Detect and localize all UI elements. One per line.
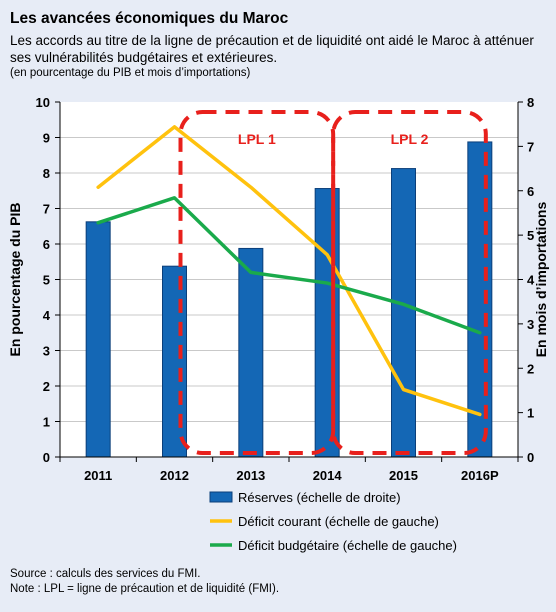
right-tick-label: 5	[527, 228, 534, 243]
right-tick-label: 3	[527, 317, 534, 332]
source-text: Source : calculs des services du FMI.	[10, 568, 201, 580]
left-tick-label: 4	[43, 308, 51, 323]
bar-reserves	[238, 247, 264, 458]
unit-note: (en pourcentage du PIB et mois d’importa…	[10, 67, 251, 79]
left-tick-label: 8	[43, 166, 50, 181]
left-axis-title: En pourcentage du PIB	[7, 202, 23, 356]
right-tick-label: 2	[527, 361, 534, 376]
left-tick-label: 2	[43, 379, 50, 394]
chart-subtitle: Les accords au titre de la ligne de préc…	[10, 33, 534, 65]
x-tick-label: 2014	[313, 468, 343, 483]
right-axis-title: En mois d’importations	[533, 202, 549, 358]
x-tick-label: 2016P	[461, 468, 499, 483]
bar-reserves	[467, 141, 493, 458]
legend-label: Déficit budgétaire (échelle de gauche)	[238, 538, 457, 553]
left-tick-label: 5	[43, 273, 50, 288]
left-tick-label: 3	[43, 344, 50, 359]
chart-title: Les avancées économiques du Maroc	[10, 10, 289, 27]
left-tick-label: 7	[43, 202, 50, 217]
right-tick-label: 8	[527, 95, 534, 110]
bar-reserves	[391, 168, 416, 458]
legend-swatch-reserves	[209, 491, 233, 503]
left-tick-label: 9	[43, 131, 50, 146]
right-tick-label: 0	[527, 450, 534, 465]
x-tick-label: 2013	[236, 468, 265, 483]
annotation-box-2	[331, 110, 488, 455]
annotation-label-2: LPL 2	[391, 131, 429, 147]
right-tick-label: 7	[527, 139, 534, 154]
left-tick-label: 10	[36, 95, 50, 110]
legend-label: Déficit courant (échelle de gauche)	[238, 514, 439, 529]
right-tick-label: 6	[527, 184, 534, 199]
x-tick-label: 2011	[84, 468, 112, 483]
left-tick-label: 6	[43, 237, 50, 252]
annotation-box-1	[178, 110, 336, 455]
right-tick-label: 1	[527, 406, 534, 421]
legend-label: Réserves (échelle de droite)	[238, 490, 401, 505]
annotation-label-1: LPL 1	[238, 131, 276, 147]
bar-reserves	[162, 265, 187, 458]
line-current-account-deficit	[96, 125, 482, 417]
bar-reserves	[314, 188, 340, 458]
right-tick-label: 4	[527, 273, 535, 288]
left-tick-label: 0	[43, 450, 50, 465]
left-tick-label: 1	[43, 415, 50, 430]
bar-reserves	[85, 221, 111, 458]
line-budget-deficit	[96, 196, 482, 335]
x-tick-label: 2012	[160, 468, 189, 483]
note-text: Note : LPL = ligne de précaution et de l…	[10, 583, 280, 595]
x-tick-label: 2015	[389, 468, 418, 483]
footer-notes: Source : calculs des services du FMI. No…	[10, 567, 279, 597]
